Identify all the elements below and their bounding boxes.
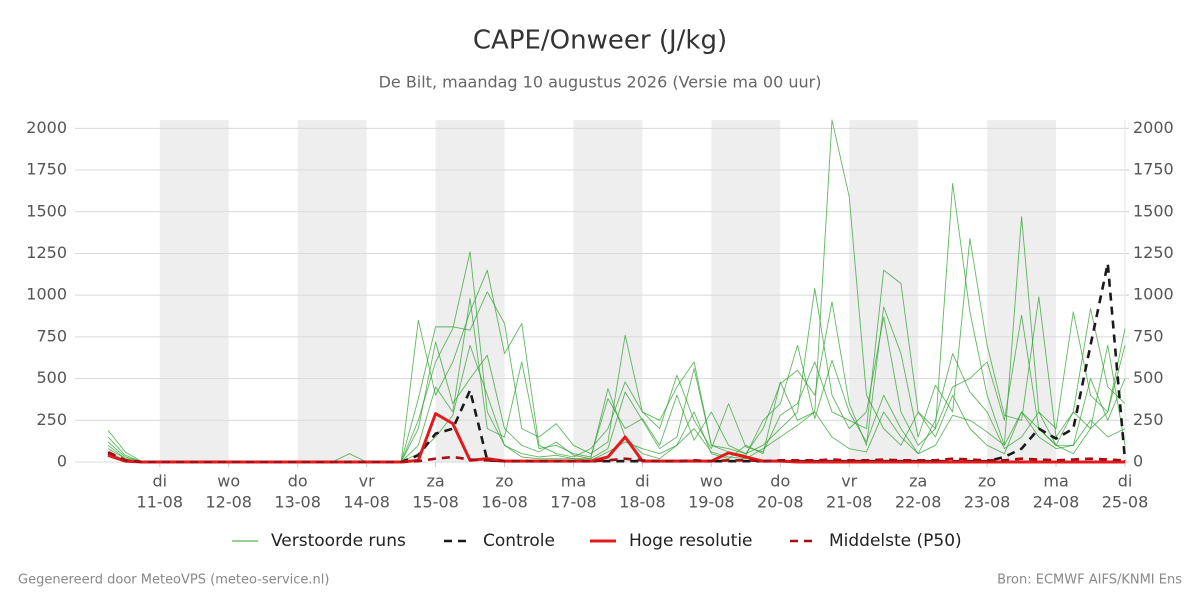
x-tick-weekday: ma bbox=[1043, 472, 1068, 491]
x-tick-weekday: do bbox=[770, 472, 790, 491]
x-tick-weekday: di bbox=[1118, 472, 1133, 491]
chart-title: CAPE/Onweer (J/kg) bbox=[473, 26, 727, 56]
x-tick-weekday: zo bbox=[978, 472, 996, 491]
y-tick-label: 1000 bbox=[26, 285, 67, 304]
x-tick-label: 15-08 bbox=[412, 493, 459, 512]
legend-label: Middelste (P50) bbox=[829, 531, 962, 551]
x-tick-weekday: ma bbox=[561, 472, 586, 491]
y2-tick-label: 1750 bbox=[1133, 160, 1174, 179]
legend-label: Verstoorde runs bbox=[271, 531, 406, 551]
y-tick-label: 2000 bbox=[26, 118, 67, 137]
x-tick-label: 19-08 bbox=[688, 493, 735, 512]
x-tick-label: 13-08 bbox=[274, 493, 321, 512]
y-tick-label: 1750 bbox=[26, 160, 67, 179]
x-tick-label: 11-08 bbox=[137, 493, 184, 512]
y2-tick-label: 1000 bbox=[1133, 285, 1174, 304]
footer-right: Bron: ECMWF AIFS/KNMI Ens bbox=[997, 573, 1182, 588]
footer-left: Gegenereerd door MeteoVPS (meteo-service… bbox=[18, 573, 329, 588]
x-tick-weekday: wo bbox=[217, 472, 240, 491]
x-tick-label: 12-08 bbox=[205, 493, 252, 512]
x-tick-label: 25-08 bbox=[1102, 493, 1149, 512]
y-tick-label: 1500 bbox=[26, 201, 67, 220]
day-shade bbox=[849, 120, 919, 462]
y-tick-label: 250 bbox=[36, 410, 67, 429]
series-line bbox=[107, 450, 1126, 464]
day-shade bbox=[573, 120, 643, 462]
x-tick-weekday: za bbox=[426, 472, 444, 491]
x-tick-label: 14-08 bbox=[343, 493, 390, 512]
y-tick-label: 750 bbox=[36, 326, 67, 345]
y2-tick-label: 500 bbox=[1133, 368, 1164, 387]
x-tick-label: 21-08 bbox=[826, 493, 873, 512]
x-tick-label: 18-08 bbox=[619, 493, 666, 512]
y2-tick-label: 0 bbox=[1133, 452, 1143, 471]
y2-tick-label: 250 bbox=[1133, 410, 1164, 429]
y2-tick-label: 1500 bbox=[1133, 201, 1174, 220]
x-tick-weekday: vr bbox=[359, 472, 375, 491]
day-shade bbox=[987, 120, 1057, 462]
y2-tick-label: 750 bbox=[1133, 326, 1164, 345]
x-tick-weekday: vr bbox=[841, 472, 857, 491]
chart-subtitle: De Bilt, maandag 10 augustus 2026 (Versi… bbox=[379, 73, 822, 92]
legend-label: Controle bbox=[483, 531, 555, 551]
x-tick-label: 22-08 bbox=[895, 493, 942, 512]
x-tick-weekday: zo bbox=[495, 472, 513, 491]
x-tick-weekday: wo bbox=[700, 472, 723, 491]
legend-label: Hoge resolutie bbox=[629, 531, 753, 551]
x-tick-label: 20-08 bbox=[757, 493, 804, 512]
y-tick-label: 1250 bbox=[26, 243, 67, 262]
x-tick-weekday: do bbox=[288, 472, 308, 491]
x-tick-weekday: di bbox=[635, 472, 650, 491]
y-tick-label: 500 bbox=[36, 368, 67, 387]
day-shade bbox=[711, 120, 781, 462]
y-tick-label: 0 bbox=[57, 452, 67, 471]
y2-tick-label: 1250 bbox=[1133, 243, 1174, 262]
y2-tick-label: 2000 bbox=[1133, 118, 1174, 137]
day-shade bbox=[159, 120, 229, 462]
x-tick-label: 23-08 bbox=[964, 493, 1011, 512]
x-tick-label: 16-08 bbox=[481, 493, 528, 512]
day-shade bbox=[435, 120, 505, 462]
x-tick-label: 24-08 bbox=[1033, 493, 1080, 512]
day-shade bbox=[297, 120, 367, 462]
x-tick-weekday: za bbox=[909, 472, 927, 491]
x-tick-weekday: di bbox=[152, 472, 167, 491]
x-tick-label: 17-08 bbox=[550, 493, 597, 512]
